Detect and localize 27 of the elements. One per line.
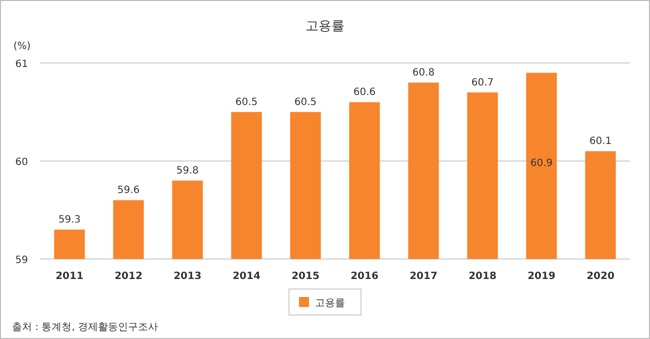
x-tick-label: 2013 (174, 271, 202, 282)
data-label: 60.6 (353, 87, 376, 98)
data-label: 59.8 (176, 166, 199, 177)
legend-label: 고용률 (315, 298, 345, 309)
x-tick-label: 2016 (350, 271, 378, 282)
x-tick-label: 2019 (528, 271, 556, 282)
source-note: 출처 : 통계청, 경제활동인구조사 (12, 322, 158, 333)
data-label: 59.6 (117, 185, 140, 196)
y-tick-label: 60 (15, 157, 28, 168)
chart-title: 고용률 (306, 19, 344, 34)
x-tick-label: 2018 (468, 271, 496, 282)
x-tick-label: 2017 (410, 271, 438, 282)
x-tick-label: 2015 (292, 271, 320, 282)
data-label: 60.5 (294, 97, 317, 108)
y-tick-label: 59 (15, 255, 28, 266)
x-tick-label: 2020 (586, 271, 614, 282)
x-tick-label: 2011 (56, 271, 84, 282)
y-axis-title: (%) (13, 41, 31, 52)
y-tick-label: 61 (15, 59, 28, 70)
data-label: 60.8 (412, 68, 435, 79)
data-label: 60.9 (530, 158, 553, 169)
data-label: 60.7 (471, 77, 494, 88)
data-label: 60.5 (235, 97, 258, 108)
x-tick-label: 2012 (114, 271, 142, 282)
data-label: 60.1 (589, 136, 612, 148)
x-tick-label: 2014 (232, 271, 260, 282)
data-label: 59.3 (58, 214, 81, 226)
